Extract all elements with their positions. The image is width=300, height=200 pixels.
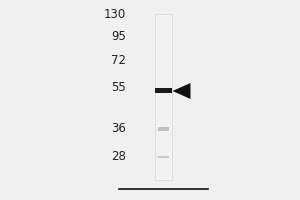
- Text: 28: 28: [111, 150, 126, 164]
- Text: 95: 95: [111, 30, 126, 44]
- Bar: [158, 156, 169, 158]
- Polygon shape: [172, 83, 190, 99]
- Bar: [158, 127, 169, 131]
- Bar: [155, 14, 172, 180]
- Text: 72: 72: [111, 54, 126, 68]
- Text: 36: 36: [111, 122, 126, 136]
- Bar: [155, 88, 172, 93]
- Text: 130: 130: [104, 8, 126, 21]
- Text: 55: 55: [111, 81, 126, 94]
